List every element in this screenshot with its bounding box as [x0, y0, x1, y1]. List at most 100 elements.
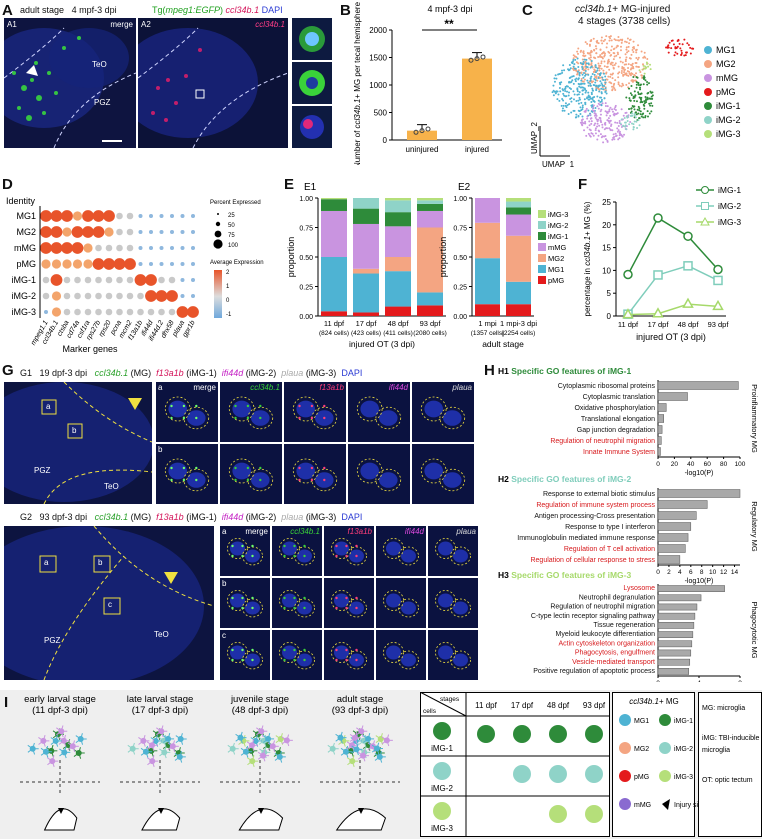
abbr-list: MG: microglia iMG: TBI-inducible microglia… — [702, 705, 760, 784]
umap-point — [633, 105, 636, 108]
marker-iMG-2 — [683, 261, 693, 271]
panel-a-inset-1 — [292, 18, 332, 60]
umap-point — [632, 67, 635, 70]
umap-point — [608, 35, 611, 38]
umap-point — [607, 58, 610, 61]
umap-point — [610, 63, 613, 66]
umap-point — [602, 69, 605, 72]
dot-mMG-f13a1b — [138, 246, 143, 250]
table-row-label: iMG-3 — [431, 824, 453, 833]
umap-point — [633, 74, 636, 77]
dot-MG1-pcna — [116, 212, 123, 220]
umap-point — [610, 39, 613, 42]
umap-point — [645, 101, 648, 104]
umap-point — [592, 134, 595, 137]
umap-point — [649, 63, 652, 66]
dot-iMG-1-ifi44d — [145, 274, 157, 286]
umap-point — [591, 109, 594, 112]
umap-point — [598, 55, 601, 58]
umap-point — [594, 107, 597, 110]
umap-point — [581, 73, 584, 76]
umap-point — [619, 38, 622, 41]
dot-iMG-2-plaua — [180, 294, 185, 298]
umap-point — [601, 123, 604, 126]
f-ylabel: percentage in ccl34b.1+ MG (%) — [583, 201, 592, 316]
umap-point — [600, 39, 603, 42]
umap-point — [618, 71, 621, 74]
umap-point — [617, 138, 620, 141]
umap-point — [605, 46, 608, 49]
umap-point — [603, 97, 606, 100]
umap-point — [631, 48, 634, 51]
umap-ylabel: UMAP_2 — [530, 121, 539, 154]
umap-point — [597, 129, 600, 132]
umap-point — [574, 58, 577, 61]
umap-point — [633, 99, 636, 102]
row-cell-icon — [433, 762, 451, 780]
dot-iMG-1-plaua — [180, 278, 185, 282]
legend-label-iMG-1: iMG-1 — [716, 101, 741, 111]
umap-point — [582, 71, 585, 74]
g1-m2: f13a1b — [156, 368, 184, 378]
umap-point — [639, 86, 642, 89]
channel-tile: f13a1b — [324, 526, 374, 576]
go-bar — [657, 555, 681, 564]
umap-point — [593, 70, 596, 73]
panel-a1-svg — [4, 18, 136, 148]
dot-iMG-1-ctsba — [63, 276, 71, 284]
umap-point — [614, 109, 617, 112]
umap-point — [667, 51, 670, 54]
umap-point — [625, 128, 628, 131]
umap-point — [645, 98, 648, 101]
go-term-label: Lysosome — [623, 585, 655, 592]
channel-tile — [428, 630, 478, 680]
umap-point — [617, 65, 620, 68]
e-y-tick-label: 0.00 — [299, 314, 313, 321]
go-term-label: Cytoplasmic ribosomal proteins — [558, 383, 656, 390]
umap-point — [588, 43, 591, 46]
umap-point — [587, 91, 590, 94]
umap-point — [565, 95, 568, 98]
umap-point — [605, 35, 608, 38]
h-x-tick-label: 20 — [671, 461, 679, 468]
e-legend-swatch-MG2 — [538, 254, 546, 262]
umap-point — [617, 124, 620, 127]
channel-tile: ccl34b.1 — [220, 382, 282, 442]
umap-point — [605, 138, 608, 141]
panel-h-letter: H — [484, 362, 495, 379]
umap-point — [582, 80, 585, 83]
legend-label-MG1: MG1 — [716, 45, 736, 55]
umap-point — [631, 72, 634, 75]
umap-point — [594, 71, 597, 74]
umap-point — [619, 122, 622, 125]
dot-iMG-2-mpeg1.1 — [42, 292, 50, 300]
umap-point — [575, 100, 578, 103]
panel-e-charts: proportion E1 0.00 0.25 0.50 0.75 1.00 11 dpf (8… — [286, 182, 568, 349]
umap-point — [563, 109, 566, 112]
umap-point — [570, 97, 573, 100]
bar-injured — [462, 58, 492, 140]
umap-point — [634, 79, 637, 82]
panel-b-title: 4 mpf-3 dpi — [427, 4, 472, 14]
umap-point — [601, 42, 604, 45]
seg-MG2-17 dpf — [353, 268, 379, 274]
umap-point — [581, 66, 584, 69]
dot-iMG-2-rps27b — [95, 292, 102, 300]
umap-point — [590, 63, 593, 66]
umap-point — [608, 39, 611, 42]
dot-iMG-3-plaua — [176, 306, 189, 318]
umap-point — [620, 41, 623, 44]
umap-point — [640, 115, 643, 118]
dot-iMG-1-mpeg1.1 — [42, 276, 50, 284]
dot-iMG-3-csf1ra — [84, 308, 92, 316]
umap-point — [577, 99, 580, 102]
umap-point — [586, 96, 589, 99]
f-y-tick-label: 25 — [602, 198, 611, 207]
seg-iMG-2-93 dpf — [417, 200, 443, 204]
umap-point — [622, 73, 625, 76]
umap-point — [637, 105, 640, 108]
umap-point — [640, 92, 643, 95]
umap-point — [683, 38, 686, 41]
legend-item-label: iMG-2 — [674, 746, 693, 753]
umap-point — [568, 77, 571, 80]
